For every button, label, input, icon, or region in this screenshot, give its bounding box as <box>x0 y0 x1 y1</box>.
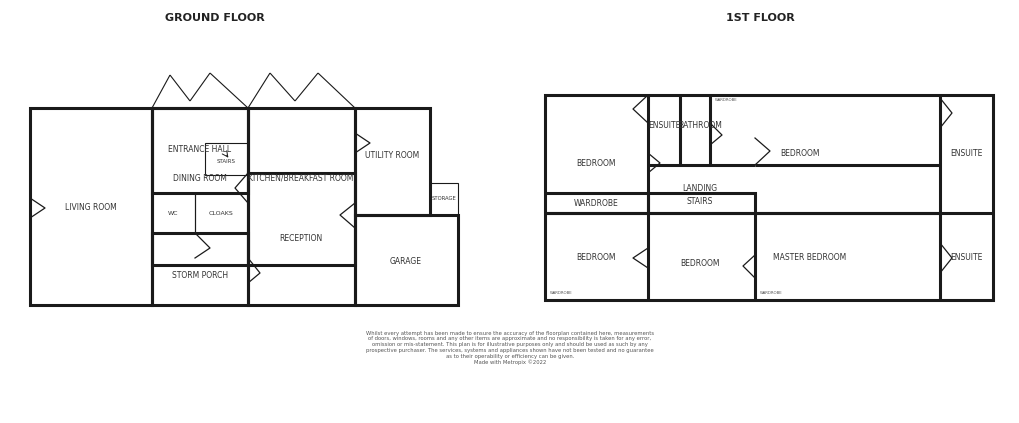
Text: ENSUITE: ENSUITE <box>647 121 680 129</box>
Text: BEDROOM: BEDROOM <box>780 148 819 157</box>
Bar <box>152 108 248 193</box>
Text: STAIRS: STAIRS <box>216 159 235 164</box>
Text: Whilst every attempt has been made to ensure the accuracy of the floorplan conta: Whilst every attempt has been made to en… <box>366 331 653 365</box>
Text: BEDROOM: BEDROOM <box>576 253 615 263</box>
Text: BEDROOM: BEDROOM <box>576 159 615 168</box>
Text: UTILITY ROOM: UTILITY ROOM <box>365 151 419 159</box>
Text: ENSUITE: ENSUITE <box>949 148 981 157</box>
Text: KITCHEN/BREAKFAST ROOM: KITCHEN/BREAKFAST ROOM <box>248 173 354 182</box>
Text: MASTER BEDROOM: MASTER BEDROOM <box>772 253 846 263</box>
Bar <box>152 108 248 265</box>
Text: STORAGE: STORAGE <box>431 195 455 201</box>
Bar <box>544 95 993 300</box>
Bar <box>430 183 458 215</box>
Text: WARDROBE: WARDROBE <box>714 98 737 102</box>
Text: LIVING ROOM: LIVING ROOM <box>65 203 117 212</box>
Text: BEDROOM: BEDROOM <box>680 258 719 267</box>
Text: DINING ROOM: DINING ROOM <box>173 173 226 182</box>
Bar <box>152 233 248 305</box>
Text: RECEPTION: RECEPTION <box>279 233 322 242</box>
Text: GARAGE: GARAGE <box>389 256 422 266</box>
Bar <box>248 108 355 265</box>
Bar <box>248 173 355 305</box>
Bar <box>647 193 754 213</box>
Bar <box>195 193 248 233</box>
Text: ENTRANCE HALL: ENTRANCE HALL <box>168 145 231 154</box>
Text: WARDROBE: WARDROBE <box>759 291 782 295</box>
Bar <box>30 108 152 305</box>
Bar <box>355 215 458 305</box>
Text: WARDROBE: WARDROBE <box>573 198 618 208</box>
Text: 1ST FLOOR: 1ST FLOOR <box>725 13 794 23</box>
Text: BATHROOM: BATHROOM <box>678 121 721 129</box>
Text: WC: WC <box>167 211 178 215</box>
Text: ENSUITE: ENSUITE <box>949 253 981 263</box>
Text: GROUND FLOOR: GROUND FLOOR <box>165 13 265 23</box>
Bar <box>152 193 195 233</box>
Text: LANDING: LANDING <box>682 184 716 192</box>
Text: WARDROBE: WARDROBE <box>549 291 573 295</box>
Bar <box>205 143 248 175</box>
Text: CLOAKS: CLOAKS <box>209 211 233 215</box>
Text: STORM PORCH: STORM PORCH <box>172 270 228 280</box>
Bar <box>355 108 430 215</box>
Text: STAIRS: STAIRS <box>686 197 712 206</box>
